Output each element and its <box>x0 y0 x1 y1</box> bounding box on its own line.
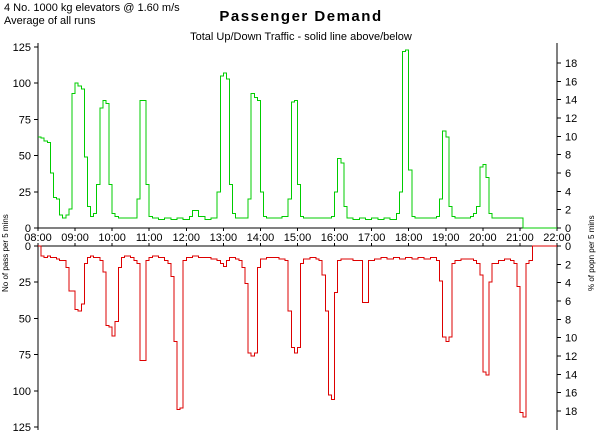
left-tick-label-top: 25 <box>19 187 31 199</box>
right-tick-label-bottom: 0 <box>565 241 571 253</box>
hour-label: 15:00 <box>284 232 312 244</box>
hour-label: 10:00 <box>98 232 126 244</box>
up-traffic-line <box>38 49 557 229</box>
left-tick-label-bottom: 50 <box>19 313 31 325</box>
left-tick-label-bottom: 25 <box>19 277 31 289</box>
right-tick-label-top: 0 <box>565 223 571 235</box>
left-tick-label-bottom: 0 <box>25 241 31 253</box>
left-tick-label-bottom: 75 <box>19 350 31 362</box>
chart-header: 4 No. 1000 kg elevators @ 1.60 m/s Avera… <box>4 2 180 28</box>
down-traffic-line <box>38 245 557 418</box>
right-tick-label-top: 12 <box>565 113 577 125</box>
left-tick-label-top: 100 <box>13 78 31 90</box>
right-tick-label-bottom: 18 <box>565 406 577 418</box>
right-tick-label-top: 4 <box>565 186 571 198</box>
hour-label: 09:00 <box>61 232 89 244</box>
right-tick-label-bottom: 6 <box>565 296 571 308</box>
hour-label: 14:00 <box>247 232 275 244</box>
right-tick-label-bottom: 10 <box>565 333 577 345</box>
right-tick-label-top: 6 <box>565 168 571 180</box>
hour-label: 22:00 <box>543 232 571 244</box>
elevator-config-line: 4 No. 1000 kg elevators @ 1.60 m/s <box>4 2 180 14</box>
hour-label: 11:00 <box>136 232 163 244</box>
right-tick-label-top: 14 <box>565 95 577 107</box>
right-tick-label-bottom: 4 <box>565 278 571 290</box>
hour-label: 12:00 <box>173 232 201 244</box>
average-runs-line: Average of all runs <box>4 15 96 27</box>
hour-label: 21:00 <box>506 232 534 244</box>
right-tick-label-bottom: 2 <box>565 259 571 271</box>
right-tick-label-top: 16 <box>565 76 577 88</box>
right-tick-label-bottom: 14 <box>565 369 577 381</box>
right-tick-label-top: 2 <box>565 205 571 217</box>
hour-label: 18:00 <box>395 232 423 244</box>
hour-label: 17:00 <box>358 232 386 244</box>
chart-subtitle: Total Up/Down Traffic - solid line above… <box>190 31 412 43</box>
left-tick-label-bottom: 100 <box>13 386 31 398</box>
right-tick-label-bottom: 16 <box>565 388 577 400</box>
right-tick-label-top: 8 <box>565 150 571 162</box>
left-tick-label-top: 0 <box>25 223 31 235</box>
left-tick-label-top: 75 <box>19 114 31 126</box>
left-tick-label-top: 125 <box>13 42 31 54</box>
right-tick-label-bottom: 12 <box>565 351 577 363</box>
hour-label: 08:00 <box>24 232 52 244</box>
hour-label: 16:00 <box>321 232 349 244</box>
right-tick-label-bottom: 8 <box>565 314 571 326</box>
hour-label: 13:00 <box>210 232 238 244</box>
chart-title: Passenger Demand <box>219 8 383 25</box>
hour-label: 19:00 <box>432 232 460 244</box>
right-tick-label-top: 18 <box>565 58 577 70</box>
left-tick-label-top: 50 <box>19 151 31 163</box>
left-tick-label-bottom: 125 <box>13 422 31 434</box>
hour-label: 20:00 <box>469 232 497 244</box>
right-tick-label-top: 10 <box>565 131 577 143</box>
